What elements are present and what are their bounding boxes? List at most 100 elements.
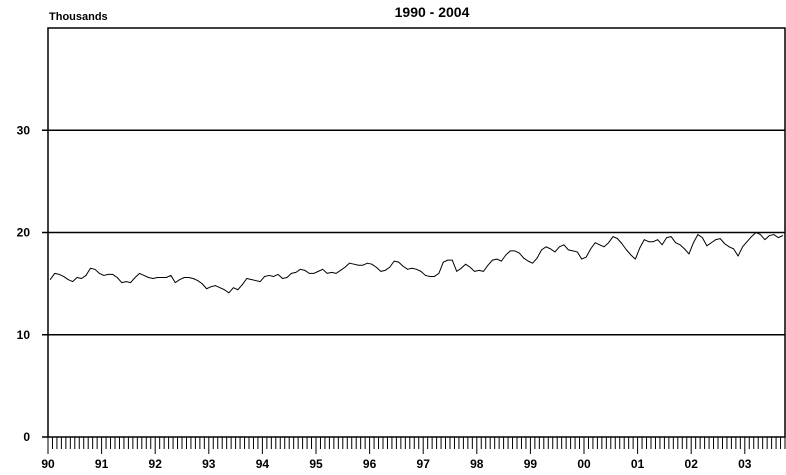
data-point [349,262,350,264]
data-point [241,284,243,286]
data-point [398,261,400,263]
data-point [76,277,78,278]
data-point [54,273,56,274]
data-point [384,269,386,271]
data-point [760,234,761,235]
data-point [661,244,663,246]
data-point [268,275,270,276]
data-point [719,238,721,240]
data-point [438,273,440,274]
data-point [652,241,654,243]
data-point [344,266,346,268]
data-point [768,235,770,236]
data-point [603,246,605,248]
data-point [366,262,368,264]
data-point [693,242,694,244]
data-point [751,236,752,237]
data-point [563,244,565,246]
data-point [380,270,382,272]
series-line [49,232,783,294]
data-point [277,274,279,275]
data-point [746,241,748,243]
data-point [407,268,408,270]
x-tick-label: 99 [524,457,538,471]
data-point [282,278,283,279]
data-point [148,277,149,278]
x-tick-label: 93 [202,457,216,471]
data-point [433,276,435,277]
data-point [63,276,65,277]
data-point [81,278,82,279]
data-point [170,275,172,276]
data-point [94,268,96,270]
data-point [375,266,377,268]
data-point [621,243,623,245]
data-point [371,263,373,265]
unit-label: Thousands [49,11,108,23]
data-point [259,281,261,282]
data-point [183,277,185,278]
data-point [518,252,520,254]
data-point [710,242,712,244]
data-point [460,267,462,269]
data-point [125,281,127,282]
data-point [688,253,690,255]
data-point [299,268,301,270]
data-point [246,278,248,279]
data-point [402,265,404,267]
data-point [764,239,766,241]
x-tick-label: 96 [363,457,377,471]
data-point [724,243,726,245]
data-point [648,241,650,243]
data-point [103,275,105,276]
data-point [737,255,739,257]
data-point [487,264,489,266]
data-point [188,277,190,278]
data-point [340,269,341,271]
data-point [706,245,708,247]
data-point [474,270,475,272]
data-point [237,289,239,291]
data-point [451,259,453,261]
data-point [675,242,676,244]
data-point [701,237,703,239]
data-point [697,234,699,235]
data-point [121,282,123,284]
data-point [224,289,225,291]
data-point [389,266,391,268]
data-point [393,260,395,262]
data-point [425,275,426,276]
data-point [670,236,672,237]
data-point [179,279,181,280]
data-point [608,242,609,244]
data-point [554,251,556,253]
data-point [514,250,516,252]
data-point [715,239,717,241]
data-point [617,238,618,240]
data-point [157,277,158,278]
data-point [550,248,551,250]
data-point [612,236,614,237]
x-tick-label: 95 [309,457,323,471]
data-point [304,269,306,271]
data-point [755,232,757,233]
data-point [492,259,493,261]
data-point [130,282,132,284]
data-point [527,260,529,262]
x-tick-label: 98 [470,457,484,471]
data-point [773,234,775,235]
data-point [206,288,207,290]
data-point [152,278,154,279]
data-point [143,275,145,276]
x-tick-label: 94 [256,457,270,471]
data-point [255,280,257,281]
data-point [116,277,118,278]
data-point [733,248,735,250]
data-point [416,268,417,270]
data-point [523,257,525,259]
data-point [161,277,163,278]
data-point [639,247,641,249]
x-axis-minor-ticks [47,437,786,454]
data-point [545,246,547,248]
